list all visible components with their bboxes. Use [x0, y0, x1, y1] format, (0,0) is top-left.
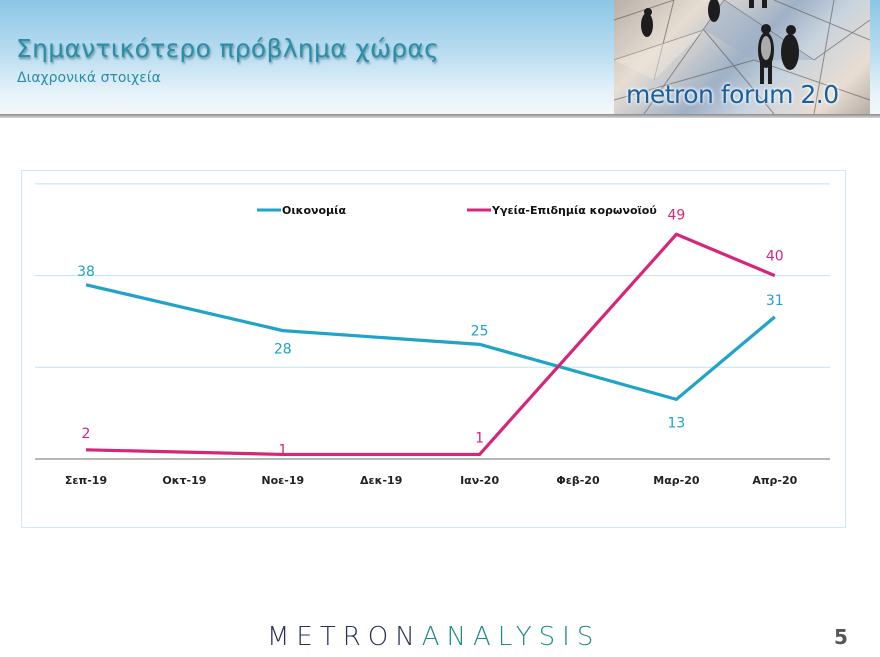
- x-tick-label: Μαρ-20: [653, 474, 700, 487]
- header-divider: [0, 114, 880, 118]
- metron-analysis-logo: METRONANALYSIS: [267, 622, 600, 652]
- data-label: 13: [667, 415, 685, 431]
- legend-label: Οικονομία: [282, 204, 346, 217]
- logo-background-image: [614, 0, 870, 114]
- data-labels: 38 28 25 13 31 2 1 1 49 40: [77, 207, 784, 458]
- data-label: 28: [274, 342, 292, 358]
- page-number: 5: [834, 625, 848, 649]
- data-label: 1: [475, 430, 484, 446]
- line-chart: 38 28 25 13 31 2 1 1 49 40 Σεπ-19 Οκτ-19 Νοε-19 Δεκ-…: [21, 170, 846, 528]
- data-label: 1: [278, 442, 287, 458]
- x-tick-label: Απρ-20: [752, 474, 797, 487]
- x-tick-label: Σεπ-19: [65, 474, 107, 487]
- data-label: 31: [766, 293, 784, 309]
- data-label: 49: [667, 207, 685, 223]
- x-axis-labels: Σεπ-19 Οκτ-19 Νοε-19 Δεκ-19 Ιαν-20 Φεβ-20 Μαρ-…: [65, 474, 798, 487]
- gridlines: [35, 183, 830, 460]
- page-title: Σημαντικότερο πρόβλημα χώρας: [16, 34, 440, 63]
- chart-legend: Οικονομία Υγεία-Επιδημία κορωνοϊού: [257, 204, 657, 217]
- brand-analysis: ANALYSIS: [421, 622, 601, 652]
- data-label: 38: [77, 264, 95, 280]
- chart-plot-area: 38 28 25 13 31 2 1 1 49 40 Σεπ-19 Οκτ-19 Νοε-19 Δεκ-…: [35, 183, 830, 487]
- page-subtitle: Διαχρονικά στοιχεία: [17, 70, 161, 86]
- data-label: 2: [82, 426, 91, 442]
- metron-forum-logo: metron forum 2.0: [614, 0, 870, 114]
- series-lines: [85, 232, 776, 457]
- data-label: 40: [766, 249, 784, 265]
- legend-label: Υγεία-Επιδημία κορωνοϊού: [491, 204, 657, 217]
- health-line: [85, 232, 776, 457]
- economy-line: [85, 283, 776, 402]
- x-tick-label: Δεκ-19: [360, 474, 402, 487]
- brand-metron: METRON: [267, 622, 422, 652]
- x-tick-label: Ιαν-20: [460, 474, 499, 487]
- data-label: 25: [471, 323, 489, 339]
- x-tick-label: Φεβ-20: [556, 474, 600, 487]
- logo-text: metron forum 2.0: [626, 80, 839, 109]
- x-tick-label: Οκτ-19: [162, 474, 206, 487]
- x-tick-label: Νοε-19: [261, 474, 304, 487]
